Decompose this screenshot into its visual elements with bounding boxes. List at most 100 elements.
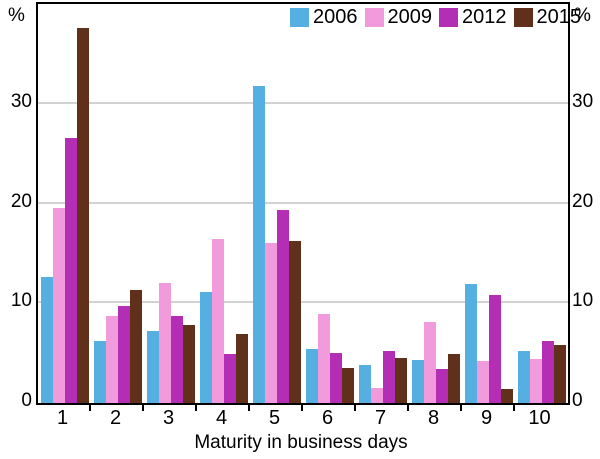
y-tick-label-left-30: 30 [10,90,32,112]
bar-group-4 [197,4,250,403]
bar-2006-day-5 [252,85,265,403]
bar-2006-day-3 [146,331,159,403]
x-axis-tick-8 [460,403,462,411]
x-axis-tick-9 [513,403,515,411]
bar-2015-day-8 [447,354,460,403]
legend: 2006 2009 2012 2015 [290,6,588,29]
x-axis-tick-3 [195,403,197,411]
bar-2006-day-4 [199,292,212,403]
bar-2009-day-8 [423,322,436,403]
x-axis-tick-1 [89,403,91,411]
x-axis-tick-labels: 1 2 3 4 5 6 7 8 9 10 [36,407,566,430]
x-tick-label-3: 3 [162,407,175,429]
bar-groups [38,4,568,403]
bar-2012-day-3 [170,316,183,403]
x-axis-title: Maturity in business days [194,432,408,453]
bar-2006-day-7 [358,365,371,403]
x-tick-label-5: 5 [268,407,281,429]
bar-2009-day-4 [211,239,224,403]
bar-2015-day-4 [235,334,248,403]
y-tick-label-right-30: 30 [572,90,594,112]
legend-item-2006: 2006 [290,6,358,29]
bar-2015-day-3 [182,325,195,403]
x-axis-tick-5 [301,403,303,411]
legend-swatch-2015 [513,8,533,27]
legend-label-2015: 2015 [536,6,582,28]
bar-group-9 [462,4,515,403]
gridline-30 [38,101,568,104]
bar-group-7 [356,4,409,403]
bar-2012-day-6 [329,353,342,403]
y-tick-label-right-20: 20 [572,190,594,212]
x-tick-label-4: 4 [215,407,228,429]
bar-2006-day-6 [305,349,318,403]
bar-group-2 [91,4,144,403]
bar-2009-day-5 [264,243,277,403]
bar-2009-day-1 [52,207,65,403]
y-tick-label-left-20: 20 [10,190,32,212]
x-tick-label-7: 7 [374,407,387,429]
bar-2009-day-3 [158,283,171,403]
legend-swatch-2006 [290,8,309,27]
bar-group-6 [303,4,356,403]
gridline-20 [38,201,568,204]
x-tick-label-9: 9 [480,407,493,429]
bar-2012-day-8 [435,369,448,403]
x-axis-tick-4 [248,403,250,411]
legend-item-2012: 2012 [439,6,507,29]
plot-area [36,2,570,405]
bar-2015-day-7 [394,358,407,403]
x-axis-tick-7 [407,403,409,411]
bar-2012-day-2 [117,306,130,403]
bar-2012-day-5 [276,209,289,403]
legend-swatch-2009 [364,8,384,27]
legend-label-2006: 2006 [313,6,358,28]
bar-group-5 [250,4,303,403]
bar-2012-day-9 [488,295,501,403]
y-axis-unit-left: % [8,5,25,26]
y-tick-label-left-0: 0 [21,390,32,411]
y-tick-label-right-0: 0 [572,390,583,411]
bar-2006-day-1 [40,277,53,403]
bar-2015-day-9 [500,389,513,403]
bar-2015-day-1 [76,27,89,403]
bar-group-10 [515,4,568,403]
legend-label-2009: 2009 [387,6,433,28]
bar-group-8 [409,4,462,403]
bar-2012-day-1 [64,137,77,403]
bar-2006-day-2 [93,341,106,403]
bar-2012-day-4 [223,354,236,403]
bar-group-3 [144,4,197,403]
bar-2009-day-6 [317,314,330,403]
legend-item-2009: 2009 [364,6,433,29]
x-axis-tick-2 [142,403,144,411]
y-tick-label-right-10: 10 [572,290,594,312]
bar-2009-day-10 [529,359,542,403]
legend-swatch-2012 [439,8,458,27]
x-tick-label-10: 10 [528,407,551,429]
x-tick-label-2: 2 [109,407,122,429]
bar-2006-day-10 [517,351,530,403]
bar-2006-day-9 [464,284,477,403]
y-tick-label-left-10: 10 [10,290,32,312]
x-tick-label-6: 6 [321,407,334,429]
bar-group-1 [38,4,91,403]
x-axis-tick-6 [354,403,356,411]
x-tick-label-8: 8 [427,407,440,429]
bar-2015-day-10 [553,345,566,403]
bar-2006-day-8 [411,360,424,403]
gridline-10 [38,301,568,304]
bar-2012-day-10 [541,341,554,403]
legend-label-2012: 2012 [462,6,507,28]
bar-2012-day-7 [382,351,395,403]
bar-2015-day-2 [129,290,142,403]
bar-2015-day-5 [288,241,301,403]
bar-2009-day-2 [105,316,118,403]
legend-item-2015: 2015 [513,6,582,29]
y-axis-unit-right: % [574,5,591,26]
bar-2009-day-9 [476,361,489,403]
bar-2015-day-6 [341,368,354,403]
x-tick-label-1: 1 [56,407,69,429]
bar-2009-day-7 [370,388,383,403]
